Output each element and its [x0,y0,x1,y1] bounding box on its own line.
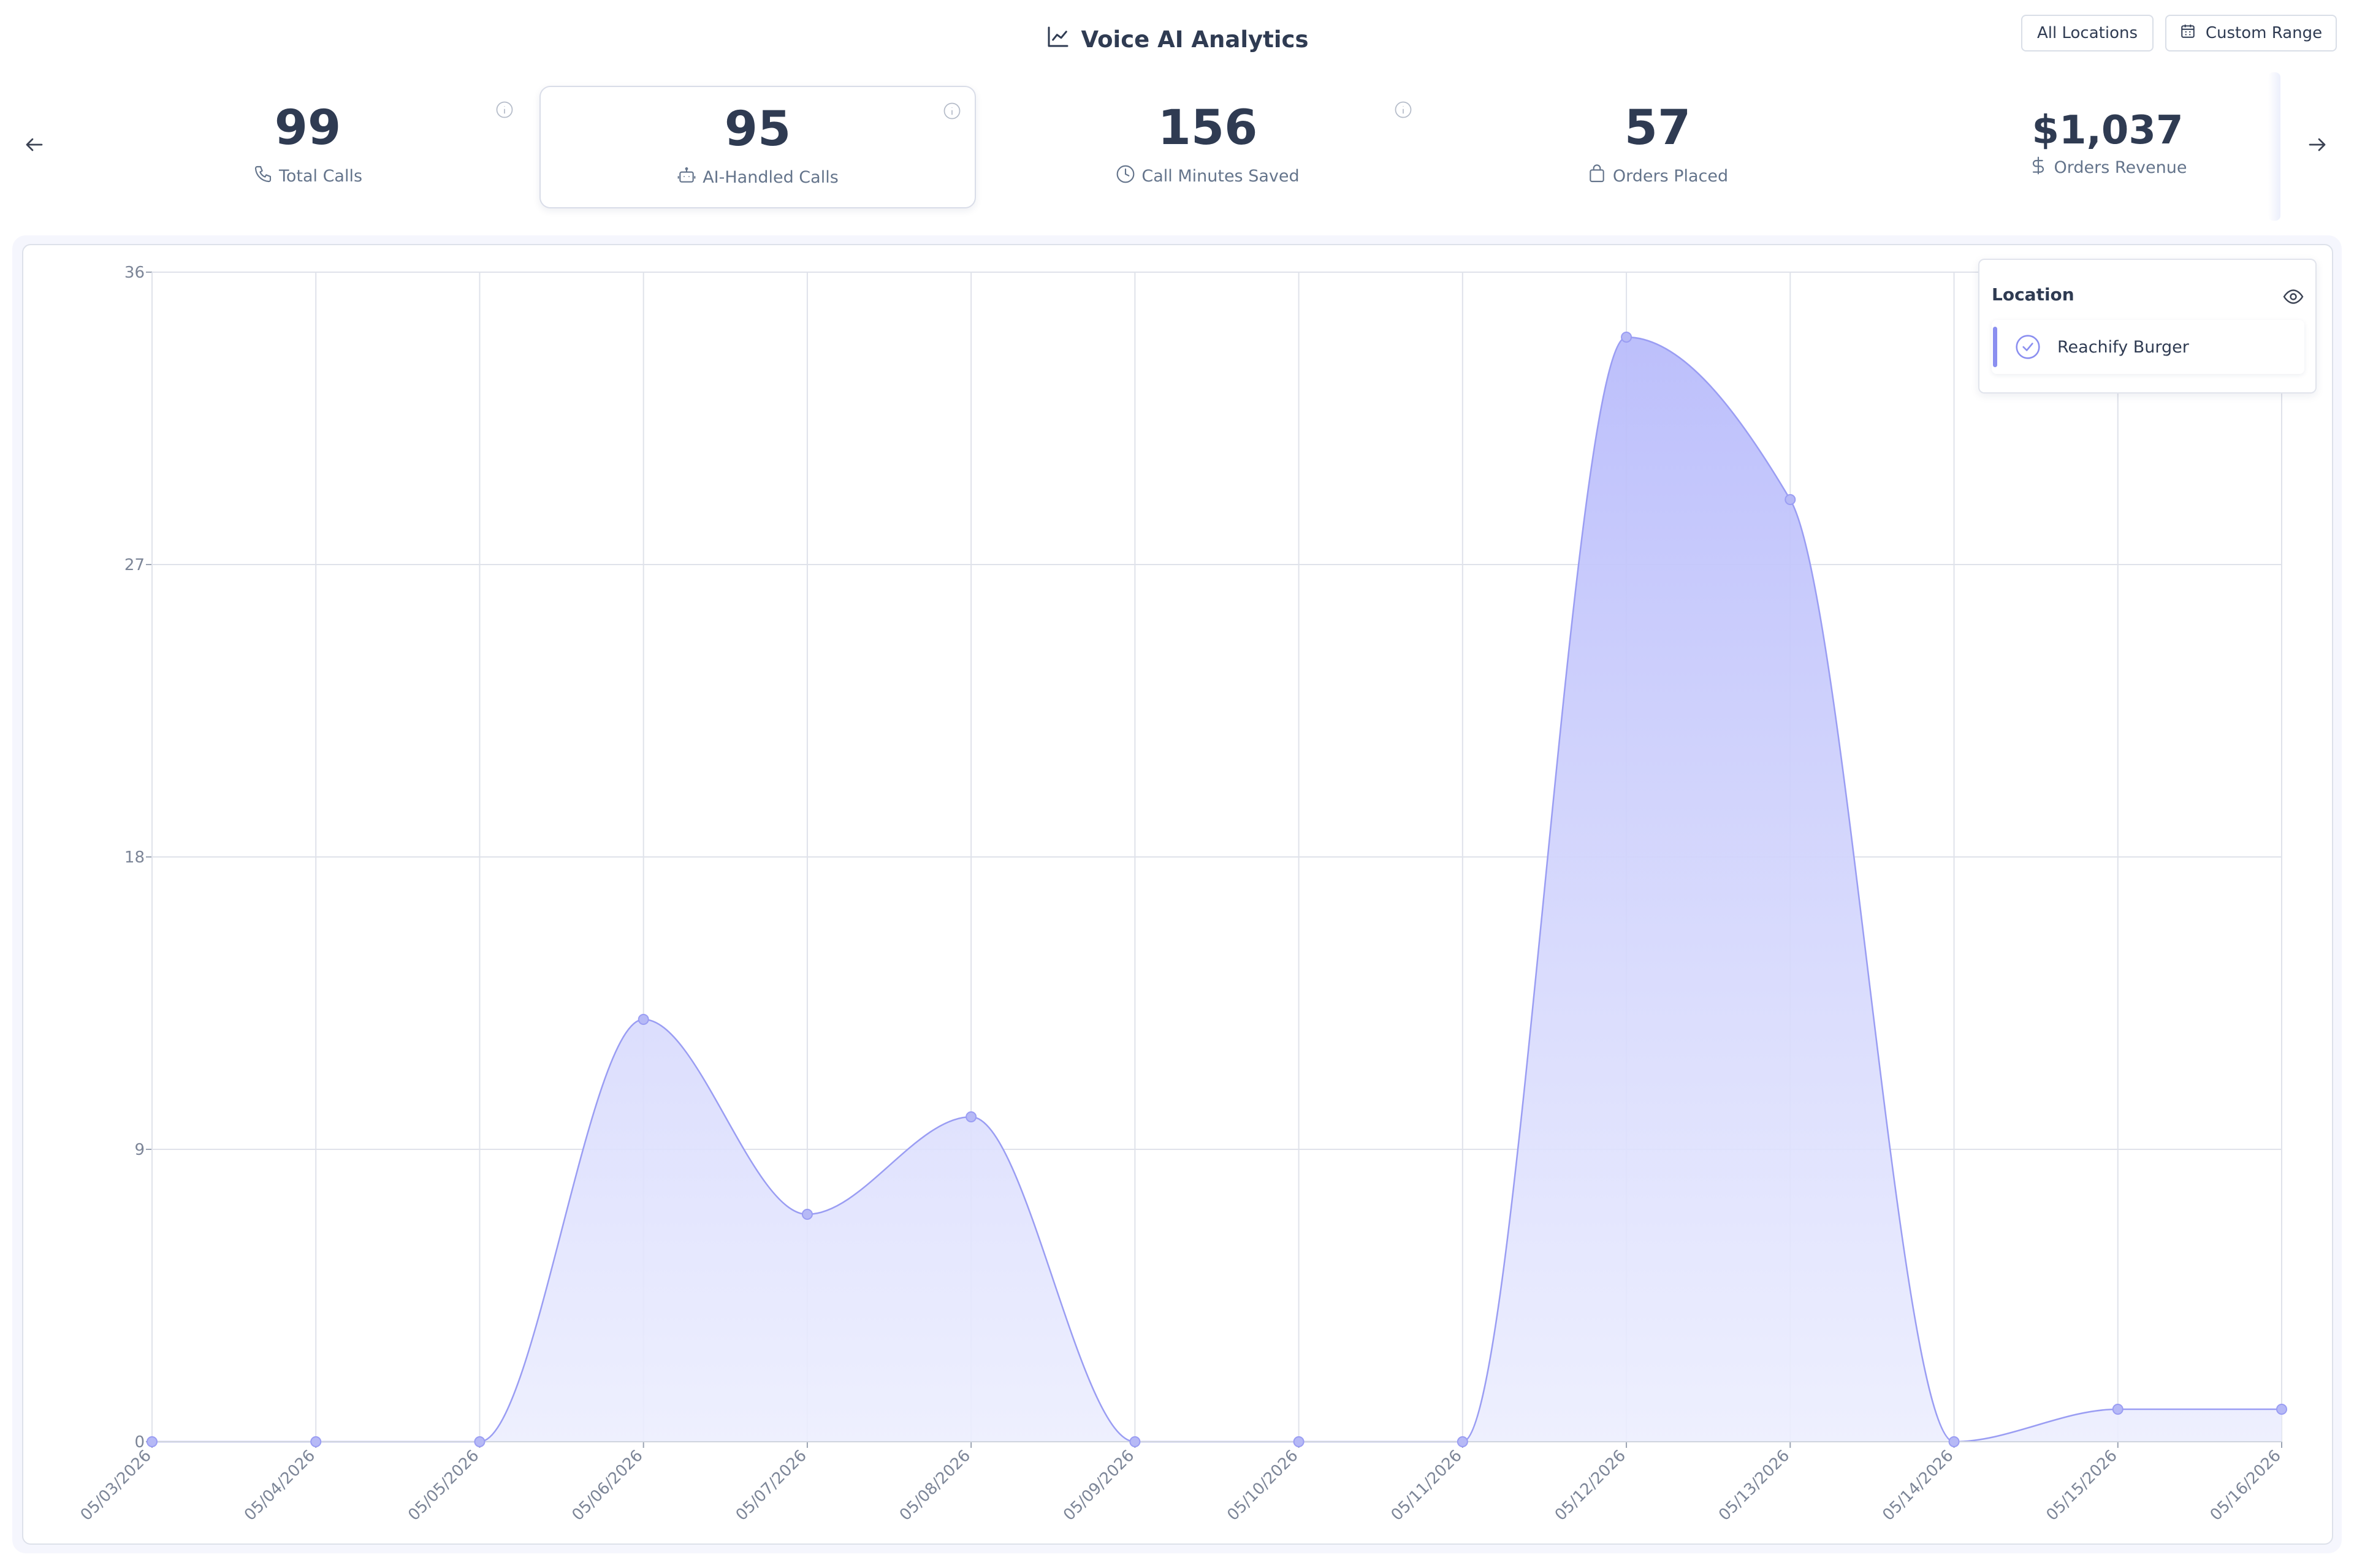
kpi-label: Orders Revenue [2054,158,2187,177]
info-icon[interactable] [1394,101,1412,119]
kpi-label: Total Calls [278,167,363,186]
line-chart-icon [1046,25,1070,55]
y-tick-label: 27 [124,556,145,574]
x-tick-label: 05/10/2026 [1224,1447,1301,1524]
kpi-label: Call Minutes Saved [1141,167,1300,186]
data-point [1457,1436,1468,1447]
legend-item-reachify-burger[interactable]: Reachify Burger [1992,320,2304,374]
all-locations-label: All Locations [2036,24,2138,42]
kpi-orders-placed[interactable]: 57 Orders Placed [1439,86,1876,208]
x-tick-label: 05/06/2026 [568,1447,646,1524]
data-point [801,1209,813,1220]
kpi-label: Orders Placed [1612,167,1729,186]
calendar-icon [2180,23,2196,44]
legend-color-bar [1993,327,1997,367]
chart-card [22,244,2333,1545]
data-point [2112,1404,2124,1415]
y-tick-label: 36 [124,264,145,282]
y-tick-label: 18 [124,848,145,867]
x-tick-label: 05/09/2026 [1060,1447,1138,1524]
phone-icon [253,164,273,188]
data-point [1293,1436,1305,1447]
x-tick-label: 05/15/2026 [2043,1447,2121,1524]
x-tick-label: 05/08/2026 [896,1447,974,1524]
legend-title: Location [1992,284,2074,305]
all-locations-button[interactable]: All Locations [2021,15,2154,51]
previous-arrow-button[interactable] [16,132,53,159]
chart-legend: Location Reachify Burger [1978,259,2317,394]
data-point [638,1014,649,1025]
clock-icon [1116,164,1135,188]
kpi-label-row: Total Calls [90,164,526,188]
dollar-icon [2028,156,2048,180]
kpi-label-row: AI-Handled Calls [541,166,975,189]
header: Voice AI Analytics All Locations Custom … [0,0,2354,80]
info-icon[interactable] [495,101,514,119]
data-point [1621,332,1632,343]
data-point [147,1436,158,1447]
data-point [1785,494,1796,505]
kpi-label-row: Orders Revenue [1889,156,2326,180]
kpi-value: 57 [1624,101,1691,156]
kpi-value: 99 [274,101,341,156]
eye-icon[interactable] [2282,286,2304,308]
kpi-label-row: Call Minutes Saved [989,164,1426,188]
kpi-label-row: Orders Placed [1439,164,1876,188]
data-point [474,1436,486,1447]
robot-icon [677,166,696,189]
arrow-right-icon [2306,134,2328,158]
kpi-value: 156 [1157,101,1258,156]
kpi-call-minutes-saved[interactable]: 156 Call Minutes Saved [989,86,1426,208]
series-line-reachify-burger [151,336,2282,1443]
x-tick-label: 05/11/2026 [1388,1447,1466,1524]
kpi-value: $1,037 [2032,108,2184,153]
shopping-bag-icon [1587,164,1607,188]
kpi-ai-handled-calls[interactable]: 95 AI-Handled Calls [539,86,976,208]
info-icon[interactable] [943,102,961,120]
x-tick-label: 05/13/2026 [1715,1447,1793,1524]
y-tick-label: 9 [134,1141,145,1159]
legend-item-label: Reachify Burger [2057,337,2189,357]
kpi-label: AI-Handled Calls [703,168,839,187]
arrow-left-icon [23,134,45,158]
x-tick-label: 05/14/2026 [1879,1447,1957,1524]
x-tick-label: 05/03/2026 [77,1447,155,1524]
data-point [310,1436,322,1447]
data-point [1129,1436,1141,1447]
kpi-total-calls[interactable]: 99 Total Calls [90,86,526,208]
x-tick-label: 05/05/2026 [405,1447,482,1524]
page-title: Voice AI Analytics [0,23,2354,55]
data-point [2276,1404,2287,1415]
kpi-orders-revenue[interactable]: $1,037 Orders Revenue [1889,86,2326,208]
series-area-reachify-burger [152,337,2282,1442]
data-point [966,1111,977,1122]
x-tick-label: 05/04/2026 [241,1447,319,1524]
y-tick-label: 0 [134,1433,145,1452]
custom-range-label: Custom Range [2205,24,2323,42]
x-tick-label: 05/16/2026 [2207,1447,2285,1524]
kpi-value: 95 [724,102,791,157]
check-circle-icon [2014,333,2041,360]
carousel-fade [2268,72,2280,221]
custom-range-button[interactable]: Custom Range [2165,15,2337,51]
data-point [1948,1436,1960,1447]
page-title-text: Voice AI Analytics [1081,26,1309,53]
x-tick-label: 05/07/2026 [733,1447,810,1524]
x-tick-label: 05/12/2026 [1552,1447,1629,1524]
next-arrow-button[interactable] [2299,132,2336,159]
